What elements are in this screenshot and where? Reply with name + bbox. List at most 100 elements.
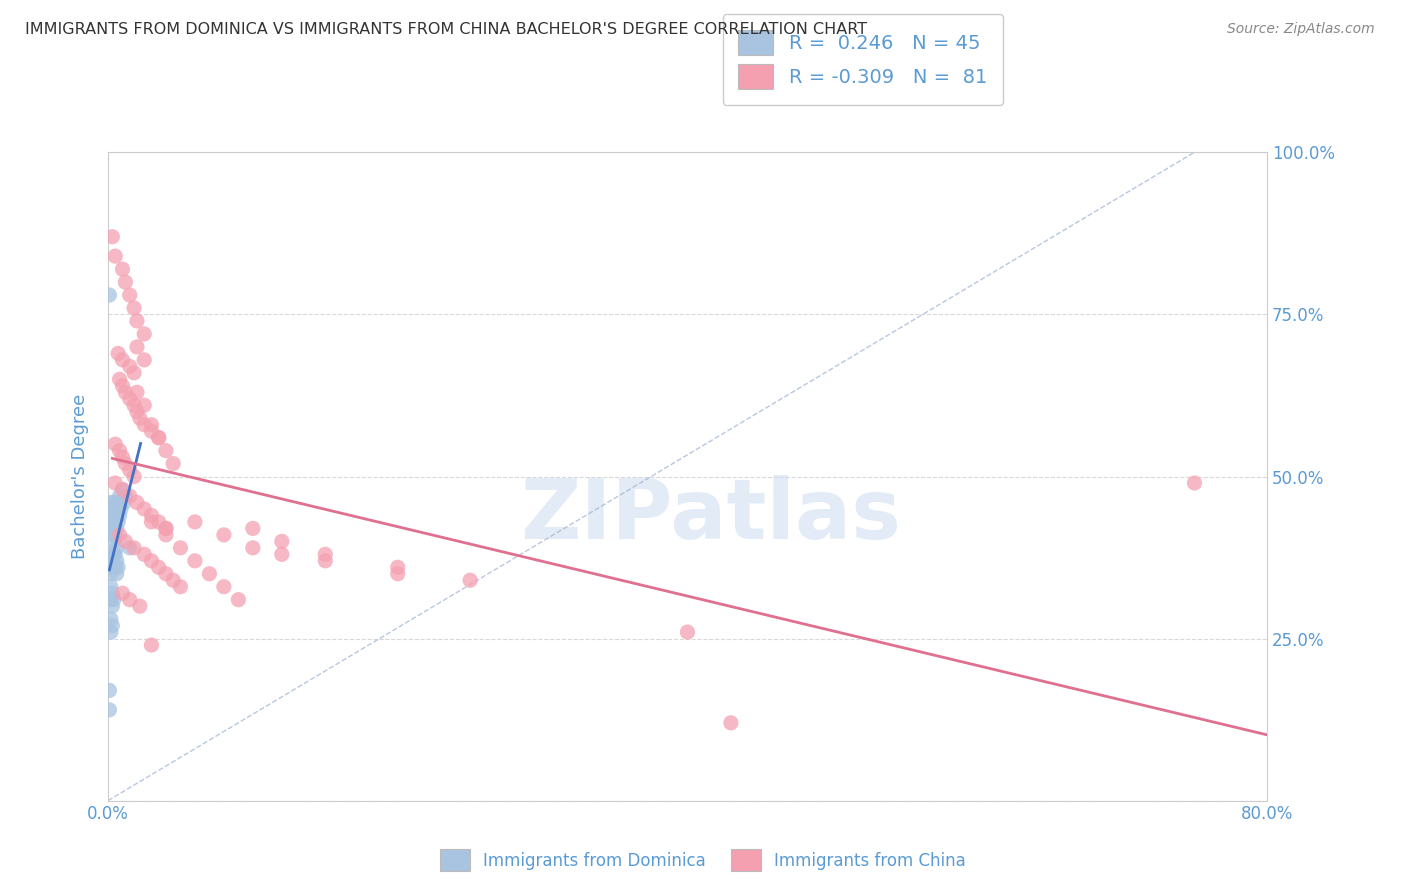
Point	[111, 379, 134, 393]
Point	[155, 443, 177, 458]
Point	[111, 450, 134, 464]
Point	[134, 326, 156, 341]
Point	[108, 508, 131, 523]
Point	[103, 592, 125, 607]
Point	[100, 592, 122, 607]
Point	[118, 288, 141, 302]
Point	[676, 625, 699, 640]
Point	[101, 547, 124, 561]
Point	[104, 528, 127, 542]
Point	[104, 249, 127, 263]
Point	[128, 599, 150, 614]
Point	[111, 262, 134, 277]
Point	[101, 528, 124, 542]
Text: ZIPatlas: ZIPatlas	[520, 475, 901, 556]
Point	[114, 489, 136, 503]
Point	[114, 534, 136, 549]
Point	[122, 366, 145, 380]
Point	[98, 288, 121, 302]
Text: IMMIGRANTS FROM DOMINICA VS IMMIGRANTS FROM CHINA BACHELOR'S DEGREE CORRELATION : IMMIGRANTS FROM DOMINICA VS IMMIGRANTS F…	[25, 22, 868, 37]
Point	[212, 528, 235, 542]
Point	[184, 554, 207, 568]
Point	[104, 476, 127, 491]
Point	[125, 495, 148, 509]
Point	[134, 417, 156, 432]
Point	[108, 528, 131, 542]
Point	[125, 385, 148, 400]
Point	[141, 424, 163, 438]
Point	[125, 314, 148, 328]
Point	[155, 528, 177, 542]
Point	[155, 521, 177, 535]
Point	[118, 463, 141, 477]
Point	[134, 352, 156, 367]
Point	[114, 385, 136, 400]
Point	[148, 431, 170, 445]
Point	[122, 398, 145, 412]
Point	[101, 586, 124, 600]
Point	[104, 437, 127, 451]
Point	[98, 703, 121, 717]
Point	[107, 560, 129, 574]
Point	[101, 502, 124, 516]
Point	[1184, 476, 1206, 491]
Point	[111, 352, 134, 367]
Point	[103, 560, 125, 574]
Legend: Immigrants from Dominica, Immigrants from China: Immigrants from Dominica, Immigrants fro…	[432, 841, 974, 880]
Point	[105, 566, 128, 581]
Point	[169, 580, 191, 594]
Point	[103, 547, 125, 561]
Point	[134, 547, 156, 561]
Point	[212, 580, 235, 594]
Point	[155, 521, 177, 535]
Point	[100, 566, 122, 581]
Point	[125, 340, 148, 354]
Point	[118, 359, 141, 374]
Point	[387, 560, 409, 574]
Point	[101, 229, 124, 244]
Point	[100, 612, 122, 626]
Point	[458, 573, 481, 587]
Point	[184, 515, 207, 529]
Point	[108, 443, 131, 458]
Point	[100, 495, 122, 509]
Point	[105, 502, 128, 516]
Point	[103, 515, 125, 529]
Point	[125, 405, 148, 419]
Legend: R =  0.246   N = 45, R = -0.309   N =  81: R = 0.246 N = 45, R = -0.309 N = 81	[723, 14, 1002, 105]
Point	[108, 489, 131, 503]
Point	[103, 534, 125, 549]
Point	[107, 495, 129, 509]
Point	[198, 566, 221, 581]
Point	[162, 573, 184, 587]
Point	[101, 599, 124, 614]
Point	[111, 483, 134, 497]
Point	[101, 515, 124, 529]
Point	[314, 547, 336, 561]
Point	[148, 515, 170, 529]
Point	[141, 554, 163, 568]
Point	[128, 411, 150, 425]
Point	[122, 301, 145, 315]
Point	[169, 541, 191, 555]
Point	[122, 469, 145, 483]
Point	[118, 592, 141, 607]
Point	[107, 515, 129, 529]
Point	[270, 547, 292, 561]
Point	[162, 457, 184, 471]
Point	[111, 483, 134, 497]
Point	[101, 560, 124, 574]
Point	[104, 547, 127, 561]
Point	[720, 715, 742, 730]
Point	[100, 521, 122, 535]
Point	[105, 521, 128, 535]
Point	[103, 495, 125, 509]
Point	[134, 502, 156, 516]
Point	[114, 275, 136, 289]
Point	[118, 392, 141, 406]
Point	[270, 534, 292, 549]
Point	[242, 541, 264, 555]
Point	[100, 625, 122, 640]
Point	[314, 554, 336, 568]
Point	[148, 560, 170, 574]
